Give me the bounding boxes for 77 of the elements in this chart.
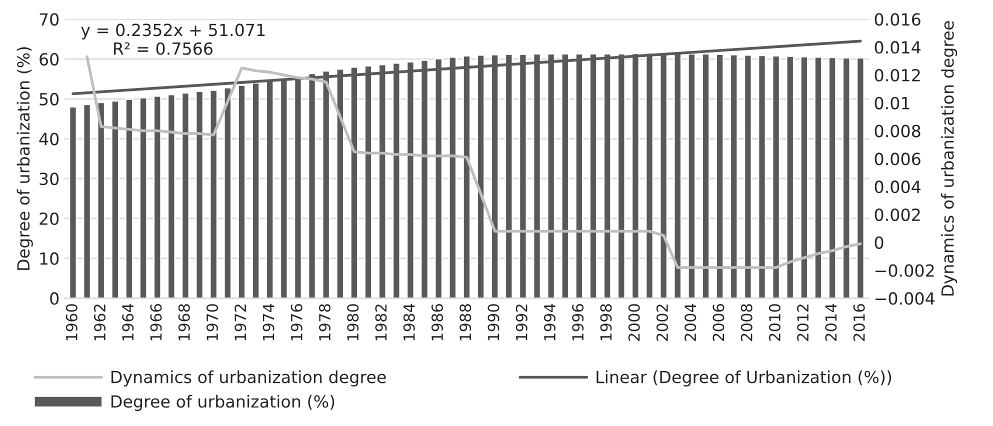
x-tick-label: 2004 (684, 304, 696, 341)
x-tick-label: 1978 (318, 304, 331, 340)
x-tick-label: 1960 (66, 304, 78, 340)
y2-axis-title: Dynamics of urbanization degree (940, 21, 958, 296)
y2-tick-label: −0.004 (876, 292, 934, 305)
y-tick-label: 30 (40, 172, 59, 186)
line-series (86, 55, 862, 269)
x-tick-label: 1982 (375, 304, 387, 340)
y2-tick-label: 0.014 (874, 41, 921, 54)
bar (786, 56, 794, 298)
x-tick-label: 1998 (600, 304, 612, 340)
bar (195, 90, 204, 298)
x-tick-label: 1986 (431, 304, 444, 340)
x-tick-label: 2016 (853, 304, 865, 341)
legend-label: Degree of urbanization (%) (111, 394, 334, 411)
x-tick-label: 2006 (712, 304, 724, 341)
bar (744, 54, 752, 298)
y2-tick-label: 0.008 (874, 124, 920, 138)
bar (110, 100, 120, 298)
bar (800, 56, 808, 298)
x-tick-label: 2014 (825, 304, 837, 341)
bar (96, 102, 106, 298)
y2-tick-label: 0.016 (874, 13, 920, 26)
y2-tick-label: 0.002 (874, 208, 920, 222)
x-tick-label: 2000 (628, 304, 640, 341)
y2-tick-label: 0.01 (874, 96, 910, 110)
y2-tick-label: −0.002 (876, 264, 934, 277)
x-tick-label: 2010 (768, 304, 780, 341)
y-tick-label: 60 (40, 52, 59, 66)
legend-label: Linear (Degree of Urbanization (%)) (596, 370, 892, 387)
bar (167, 94, 176, 298)
y-tick-label: 70 (40, 13, 59, 26)
x-tick-label: 2002 (656, 304, 668, 341)
x-tick-label: 2008 (740, 304, 752, 341)
bar (153, 95, 162, 298)
y-tick-label: 10 (40, 252, 59, 265)
x-tick-label: 1996 (572, 304, 584, 340)
y2-tick-label: 0.012 (874, 68, 920, 82)
x-tick-label: 1974 (262, 304, 274, 340)
bar (223, 87, 232, 298)
x-tick-label: 1970 (206, 304, 218, 340)
x-tick-label: 1994 (544, 304, 556, 340)
y-tick-label: 50 (40, 92, 59, 106)
y-tick-label: 20 (40, 212, 59, 226)
x-tick-label: 1968 (178, 304, 190, 340)
bar (82, 104, 92, 298)
x-tick-label: 1966 (150, 304, 162, 340)
bar (758, 54, 766, 298)
x-tick-label: 1976 (290, 304, 302, 340)
bar (856, 57, 865, 298)
x-tick-label: 1988 (460, 304, 472, 340)
x-tick-label: 1990 (488, 304, 500, 340)
annotation: y = 0.2352x + 51.071 R² = 0.7566 (81, 24, 265, 55)
x-tick-label: 2012 (797, 304, 809, 341)
bar (181, 92, 190, 298)
legend-label: Dynamics of urbanization degree (111, 370, 386, 387)
y-axis-title: Degree of urbanization (%) (16, 47, 33, 270)
x-tick-label: 1992 (516, 304, 528, 340)
x-tick-label: 1980 (347, 304, 359, 340)
bar (730, 54, 738, 298)
bar (842, 57, 851, 298)
x-tick-label: 1962 (94, 304, 106, 340)
bar (828, 56, 837, 298)
bar (125, 98, 134, 298)
y2-tick-label: 0.004 (874, 180, 921, 194)
x-tick-label: 1964 (122, 304, 134, 340)
y-tick-label: 40 (39, 132, 59, 146)
bar (772, 55, 780, 298)
bar (139, 97, 148, 298)
bar (68, 106, 78, 298)
x-tick-label: 1984 (403, 304, 415, 340)
y2-tick-label: 0.006 (874, 152, 920, 166)
bar (814, 56, 822, 298)
y-tick-label: 0 (50, 292, 59, 305)
y2-tick-label: 0 (874, 236, 884, 249)
x-tick-label: 1972 (234, 304, 246, 340)
bar (209, 89, 218, 298)
